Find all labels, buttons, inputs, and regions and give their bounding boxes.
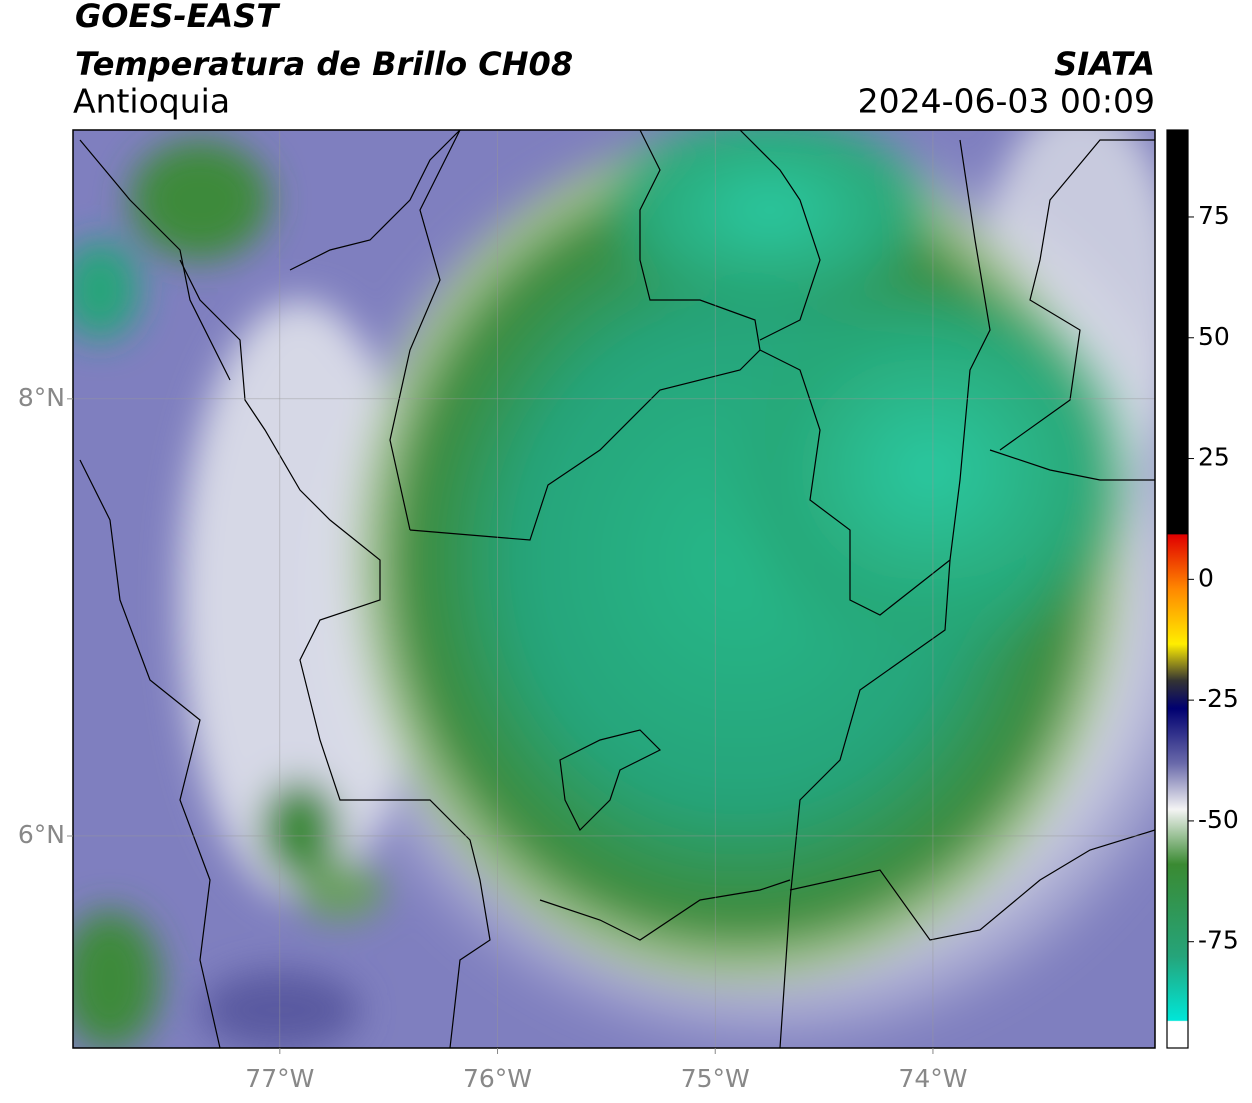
lon-label: 77°W — [245, 1064, 314, 1093]
graticule — [73, 130, 1155, 1048]
agency: SIATA — [1054, 45, 1155, 83]
region: Antioquia — [73, 82, 230, 121]
lon-label: 74°W — [898, 1064, 967, 1093]
lon-label: 75°W — [681, 1064, 750, 1093]
colorbar-label: -50 — [1198, 805, 1239, 834]
colorbar-label: 25 — [1198, 443, 1230, 472]
colorbar-label: 50 — [1198, 322, 1230, 351]
colorbar-label: 75 — [1198, 201, 1230, 230]
map-image — [73, 130, 1155, 1048]
colorbar-label: -25 — [1198, 684, 1239, 713]
colorbar-label: -75 — [1198, 926, 1239, 955]
map-frame — [72, 129, 1156, 1049]
product: Temperatura de Brillo CH08 — [75, 45, 573, 83]
colorbar-label: 0 — [1198, 563, 1214, 592]
datetime: 2024-06-03 00:09 — [858, 82, 1155, 121]
lat-label: 8°N — [18, 383, 65, 412]
lat-label: 6°N — [18, 820, 65, 849]
colorbar — [1166, 129, 1189, 1049]
satellite: GOES-EAST — [75, 0, 280, 35]
lon-label: 76°W — [463, 1064, 532, 1093]
